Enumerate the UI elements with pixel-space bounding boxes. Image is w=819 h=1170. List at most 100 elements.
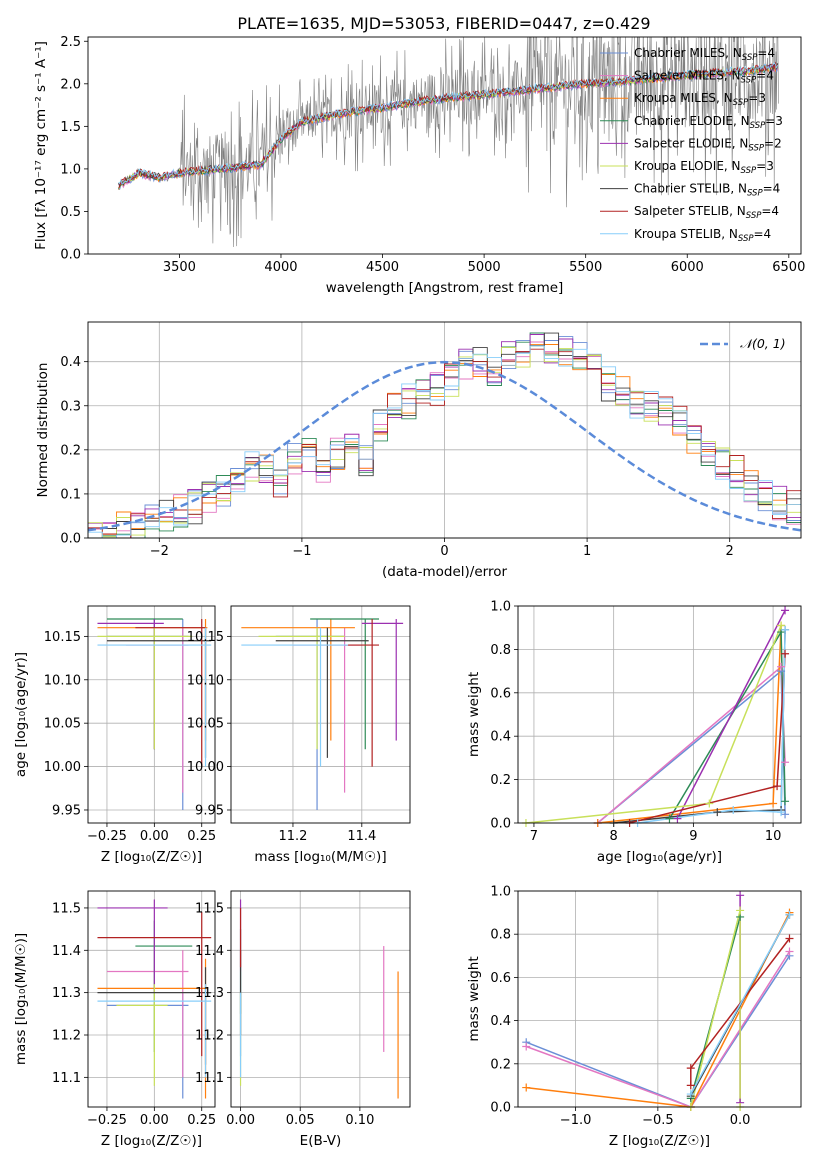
legend-label: Kroupa ELODIE, NSSP=3	[634, 159, 774, 176]
plot-weight_vs_Z: −1.0 −0.5 0.0 0.0 0.2 0.4 0.6 0.8 1.0 Z [log₁₀(Z/…	[466, 885, 802, 1149]
x-tick-label: 6500	[772, 260, 805, 275]
y-tick-label: 11.2	[195, 1029, 224, 1044]
x-tick-label: 7	[530, 829, 538, 844]
x-tick-label: 0.00	[226, 1113, 255, 1128]
weight-line	[525, 955, 791, 1107]
y-tick-label: 10.05	[44, 717, 81, 732]
y-tick-label: 9.95	[52, 803, 81, 818]
clipped-marks	[118, 37, 779, 248]
x-tick-label: 8	[610, 829, 618, 844]
x-axis-label: E(B-V)	[300, 1133, 342, 1149]
legend-label: 𝒩(0, 1)	[740, 336, 786, 351]
y-tick-label: 0.4	[490, 730, 511, 745]
y-tick-label: 0.2	[490, 1057, 511, 1072]
weight-line	[690, 910, 741, 1107]
y-tick-label: 11.3	[52, 986, 81, 1001]
x-tick-label: 0.25	[187, 1113, 216, 1128]
weight-marker	[781, 649, 790, 658]
x-axis-label: (data-model)/error	[382, 564, 508, 580]
y-tick-label: 0.0	[60, 532, 81, 547]
x-axis-label: Z [log₁₀(Z/Z☉)]	[101, 1133, 202, 1149]
y-tick-label: 11.5	[52, 901, 81, 916]
y-tick-label: 11.1	[52, 1071, 81, 1086]
weight-marker	[781, 625, 790, 634]
plot-age_vs_Z: −0.25 0.00 0.25 9.95 10.00 10.05 10.10 10.15 Z […	[13, 605, 216, 865]
weight-marker	[769, 799, 778, 808]
weight-marker	[781, 606, 790, 615]
y-tick-label: 0.5	[60, 205, 81, 220]
x-tick-label: 0.00	[140, 829, 169, 844]
weight-marker	[729, 805, 738, 814]
y-tick-label: 11.5	[195, 901, 224, 916]
y-tick-label: 0.4	[490, 1014, 511, 1029]
x-tick-label: 5000	[468, 260, 501, 275]
y-tick-label: 0.8	[490, 928, 511, 943]
y-tick-label: 10.10	[187, 673, 224, 688]
y-tick-label: 1.0	[60, 162, 81, 177]
plot-age_vs_mass: 11.2 11.4 9.95 10.00 10.05 10.10 10.15 mass [lo…	[187, 605, 411, 865]
model-spectrum-line	[118, 63, 779, 186]
x-tick-label: 6000	[671, 260, 704, 275]
y-tick-label: 2.5	[60, 35, 81, 50]
x-tick-label: 10	[765, 829, 782, 844]
x-tick-label: 2	[726, 544, 734, 559]
weight-line	[637, 629, 786, 823]
x-tick-label: −2	[150, 544, 169, 559]
plot-mass_vs_ebv: 0.00 0.05 0.10 11.1 11.2 11.3 11.4 11.5 E(B-V)	[195, 890, 411, 1149]
y-tick-label: 0.2	[60, 443, 81, 458]
y-tick-label: 11.1	[195, 1071, 224, 1086]
plot-spectrum: 3500 4000 4500 5000 5500 6000 6500 0.0 0.5 1.0 1.5…	[33, 35, 805, 296]
weight-marker	[522, 1083, 531, 1092]
y-tick-label: 1.5	[60, 120, 81, 135]
plot-weight_vs_age: 7 8 9 10 0.0 0.2 0.4 0.6 0.8 1.0 age [log₁₀(age/yr…	[466, 600, 802, 865]
weight-marker	[781, 810, 790, 819]
legend-label: Chabrier MILES, NSSP=4	[634, 46, 775, 63]
y-tick-label: 10.00	[44, 760, 81, 775]
y-axis-label: Normed distribution	[35, 363, 51, 498]
x-axis-label: mass [log₁₀(M/M☉)]	[254, 849, 386, 865]
x-axis-label: Z [log₁₀(Z/Z☉)]	[609, 1133, 710, 1149]
weight-line	[525, 951, 791, 1107]
x-tick-label: 0.00	[140, 1113, 169, 1128]
weight-marker	[736, 891, 745, 900]
y-axis-label: mass [log₁₀(M/M☉)]	[13, 933, 29, 1065]
y-tick-label: 11.2	[52, 1029, 81, 1044]
x-tick-label: 0	[440, 544, 448, 559]
legend-label: Chabrier ELODIE, NSSP=3	[634, 114, 783, 131]
x-tick-label: −0.25	[87, 829, 127, 844]
clipped-marks	[97, 618, 212, 810]
y-tick-label: 10.15	[187, 630, 224, 645]
x-axis-label: wavelength [Angstrom, rest frame]	[326, 280, 564, 296]
y-tick-label: 2.0	[60, 77, 81, 92]
legend-label: Salpeter STELIB, NSSP=4	[634, 204, 779, 221]
y-tick-label: 0.8	[490, 643, 511, 658]
x-tick-label: 0.25	[187, 829, 216, 844]
weight-marker	[785, 947, 794, 956]
legend-label: Salpeter MILES, NSSP=4	[634, 69, 774, 86]
y-axis-label: Flux [fλ 10⁻¹⁷ erg cm⁻² s⁻¹ A⁻¹]	[33, 41, 49, 250]
legend-label: Chabrier STELIB, NSSP=4	[634, 182, 780, 199]
x-tick-label: −0.25	[87, 1113, 127, 1128]
y-tick-label: 1.0	[490, 600, 511, 615]
y-tick-label: 0.6	[490, 686, 511, 701]
y-tick-label: 9.95	[195, 803, 224, 818]
y-tick-label: 10.10	[44, 673, 81, 688]
y-axis-label: age [log₁₀(age/yr)]	[13, 652, 29, 777]
weight-marker	[665, 814, 674, 823]
axes-frame	[517, 605, 802, 824]
y-tick-label: 0.2	[490, 773, 511, 788]
axes-frame	[517, 890, 802, 1108]
clipped-marks	[88, 332, 801, 538]
y-axis-label: mass weight	[466, 956, 482, 1041]
x-tick-label: 4500	[366, 260, 399, 275]
data-spectrum-line	[118, 37, 779, 248]
weight-marker	[785, 910, 794, 919]
axes-frame	[87, 321, 802, 539]
plot-residuals: −2 −1 0 1 2 0.0 0.1 0.2 0.3 0.4 (data-model)/error…	[35, 321, 802, 580]
histogram-line	[88, 348, 801, 538]
x-tick-label: −1.0	[560, 1113, 592, 1128]
y-tick-label: 0.1	[60, 487, 81, 502]
x-tick-label: 11.2	[278, 829, 307, 844]
histogram-line	[88, 336, 801, 538]
weight-line	[690, 914, 791, 1095]
